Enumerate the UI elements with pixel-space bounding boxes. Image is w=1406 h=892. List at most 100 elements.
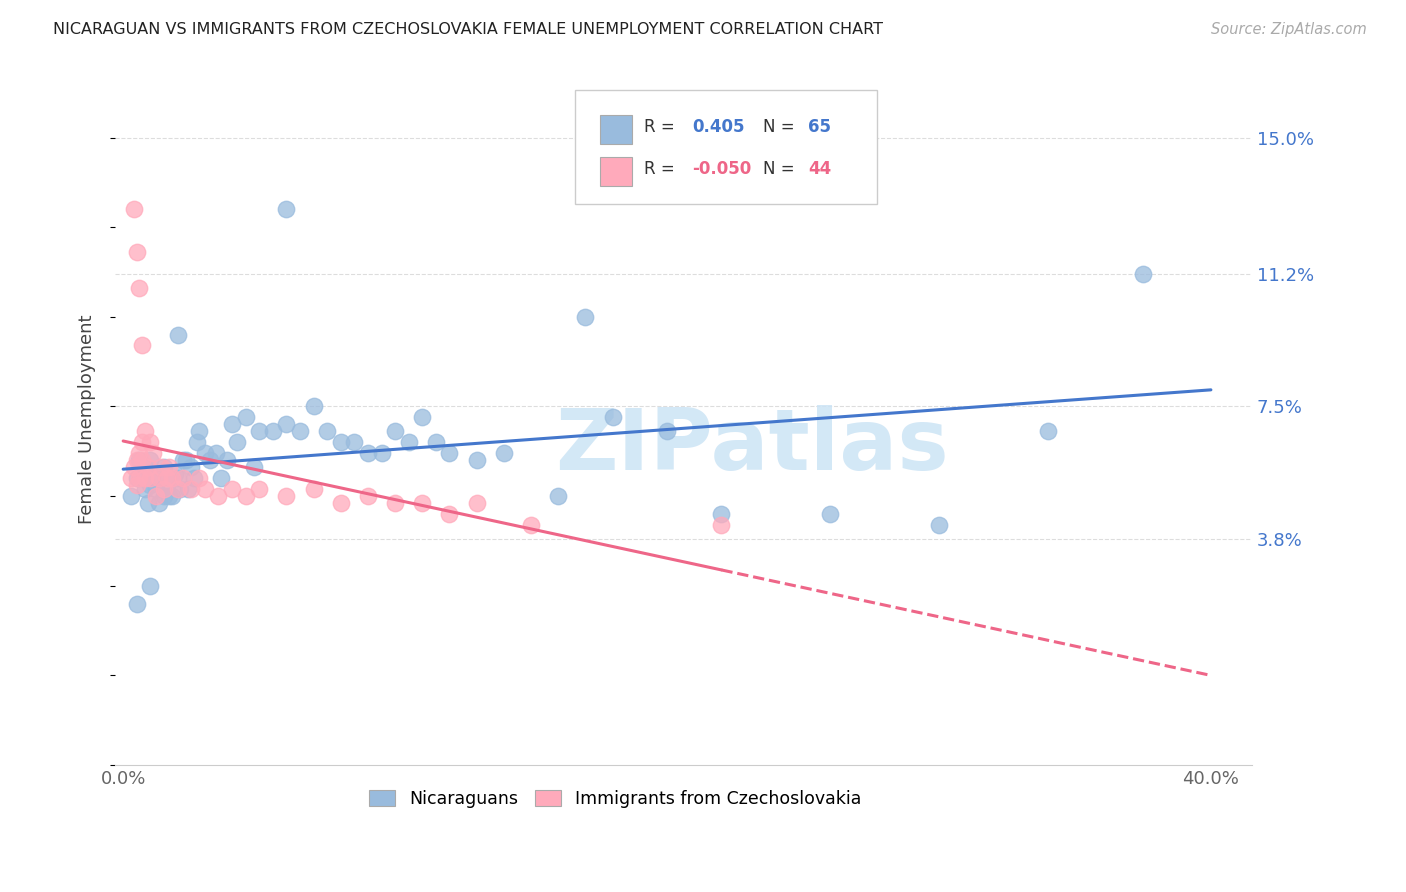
Text: Source: ZipAtlas.com: Source: ZipAtlas.com — [1211, 22, 1367, 37]
Point — [235, 410, 257, 425]
Point — [172, 453, 194, 467]
Point — [357, 489, 380, 503]
Point — [153, 489, 176, 503]
Point — [180, 460, 202, 475]
Point — [329, 435, 352, 450]
Point — [153, 482, 176, 496]
Point — [160, 489, 183, 503]
Text: R =: R = — [644, 119, 679, 136]
Point — [125, 453, 148, 467]
Point — [150, 460, 173, 475]
Text: NICARAGUAN VS IMMIGRANTS FROM CZECHOSLOVAKIA FEMALE UNEMPLOYMENT CORRELATION CHA: NICARAGUAN VS IMMIGRANTS FROM CZECHOSLOV… — [53, 22, 883, 37]
Legend: Nicaraguans, Immigrants from Czechoslovakia: Nicaraguans, Immigrants from Czechoslova… — [361, 783, 869, 815]
Point — [198, 453, 221, 467]
Point — [139, 579, 162, 593]
Y-axis label: Female Unemployment: Female Unemployment — [79, 314, 96, 524]
Point — [411, 496, 433, 510]
Point — [139, 453, 162, 467]
Point — [221, 482, 243, 496]
Point — [163, 467, 186, 482]
Point — [134, 482, 156, 496]
Point — [329, 496, 352, 510]
Point — [465, 496, 488, 510]
Point — [128, 471, 150, 485]
Point — [180, 482, 202, 496]
Point — [136, 496, 159, 510]
Point — [818, 507, 841, 521]
Point — [134, 460, 156, 475]
Point — [384, 425, 406, 439]
Point — [302, 482, 325, 496]
Point — [157, 460, 180, 475]
Point — [398, 435, 420, 450]
Point — [1036, 425, 1059, 439]
Point — [425, 435, 447, 450]
Point — [209, 471, 232, 485]
Point — [188, 471, 211, 485]
Point — [520, 517, 543, 532]
Point — [194, 482, 217, 496]
Point — [125, 478, 148, 492]
Text: N =: N = — [763, 119, 800, 136]
FancyBboxPatch shape — [575, 90, 876, 204]
Point — [928, 517, 950, 532]
Point — [122, 460, 145, 475]
Text: -0.050: -0.050 — [692, 161, 752, 178]
Point — [122, 202, 145, 217]
Point — [160, 471, 183, 485]
Point — [710, 507, 733, 521]
Point — [131, 435, 153, 450]
Point — [157, 489, 180, 503]
Point — [439, 446, 461, 460]
Point — [169, 482, 191, 496]
Point — [411, 410, 433, 425]
Text: 0.405: 0.405 — [692, 119, 745, 136]
Point — [177, 482, 200, 496]
Point — [150, 471, 173, 485]
Point — [316, 425, 339, 439]
Point — [574, 310, 596, 324]
Point — [276, 489, 298, 503]
Point — [207, 489, 229, 503]
Point — [655, 425, 678, 439]
Point — [120, 471, 142, 485]
Text: N =: N = — [763, 161, 800, 178]
Point — [1132, 267, 1154, 281]
Point — [194, 446, 217, 460]
Point — [134, 425, 156, 439]
Point — [547, 489, 569, 503]
Point — [145, 482, 167, 496]
Point — [166, 482, 188, 496]
Point — [125, 597, 148, 611]
Point — [247, 425, 270, 439]
Point — [142, 446, 165, 460]
Text: 65: 65 — [808, 119, 831, 136]
Text: 44: 44 — [808, 161, 831, 178]
Point — [120, 489, 142, 503]
Text: R =: R = — [644, 161, 679, 178]
Point — [156, 471, 179, 485]
Point — [148, 496, 170, 510]
Point — [235, 489, 257, 503]
Point — [174, 453, 197, 467]
Point — [153, 460, 176, 475]
FancyBboxPatch shape — [600, 157, 633, 186]
Point — [221, 417, 243, 432]
Point — [439, 507, 461, 521]
Point — [247, 482, 270, 496]
Point — [128, 453, 150, 467]
Point — [139, 471, 162, 485]
Point — [384, 496, 406, 510]
Point — [357, 446, 380, 460]
Point — [125, 245, 148, 260]
Point — [139, 435, 162, 450]
Point — [172, 471, 194, 485]
Point — [710, 517, 733, 532]
Point — [131, 453, 153, 467]
Point — [128, 446, 150, 460]
Point — [302, 400, 325, 414]
Point — [186, 435, 208, 450]
Point — [156, 478, 179, 492]
Point — [602, 410, 624, 425]
Point — [226, 435, 249, 450]
